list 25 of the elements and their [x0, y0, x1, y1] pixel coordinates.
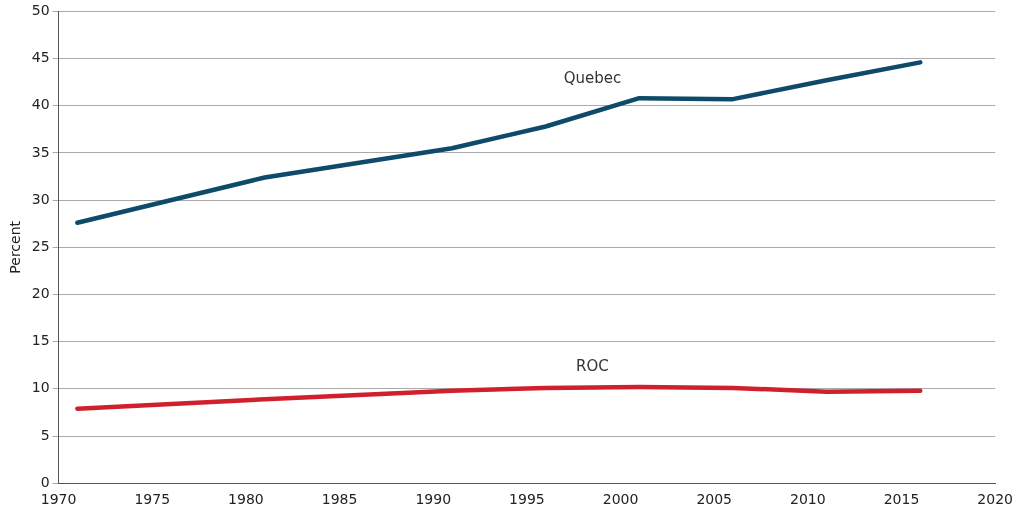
x-tick-label: 2010 [790, 491, 826, 508]
x-tick-label: 1975 [134, 491, 171, 508]
y-tick-label: 10 [31, 379, 50, 396]
x-tick-label: 2015 [883, 491, 920, 508]
y-tick-label: 30 [31, 190, 50, 207]
x-tick-label: 1985 [321, 491, 358, 508]
y-tick-label: 35 [31, 143, 50, 160]
y-tick-label: 5 [40, 426, 50, 443]
y-tick-label: 15 [31, 332, 50, 349]
x-tick-label: 1990 [415, 491, 452, 508]
x-tick-label: 2005 [696, 491, 733, 508]
y-tick-label: 45 [31, 49, 50, 66]
y-tick-label: 40 [31, 96, 50, 113]
y-tick-label: 25 [31, 237, 50, 254]
x-tick-label: 2000 [602, 491, 639, 508]
x-tick-label: 1970 [40, 491, 77, 508]
x-tick-label: 1980 [228, 491, 264, 508]
x-tick-label: 2020 [977, 491, 1014, 508]
y-tick-label: 0 [40, 473, 50, 490]
y-tick-label: 20 [31, 285, 50, 302]
series-label: Quebec [563, 68, 622, 87]
y-tick-label: 50 [31, 2, 50, 19]
x-tick-label: 1995 [509, 491, 545, 508]
series-label: ROC [576, 357, 609, 376]
y-axis-title: Percent [7, 220, 24, 274]
